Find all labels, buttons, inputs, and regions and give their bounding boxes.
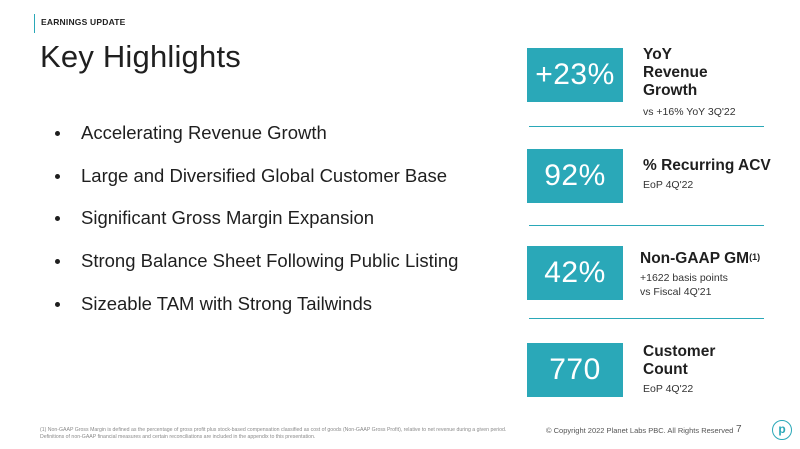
kpi-label-line: % Recurring ACV [643, 157, 771, 174]
bullet-text: Accelerating Revenue Growth [81, 122, 327, 144]
kpi-sub: EoP 4Q'22 [643, 179, 694, 191]
list-item: Strong Balance Sheet Following Public Li… [55, 240, 458, 283]
kpi-value: 92% [527, 149, 623, 203]
kpi-sub: +1622 basis points vs Fiscal 4Q'21 [640, 271, 728, 299]
bullet-dot-icon [55, 131, 60, 137]
kpi-label-line: Non-GAAP GM [640, 250, 750, 267]
list-item: Accelerating Revenue Growth [55, 112, 458, 155]
bullet-text: Strong Balance Sheet Following Public Li… [81, 250, 459, 272]
planet-logo-icon: p [772, 420, 792, 440]
list-item: Significant Gross Margin Expansion [55, 197, 458, 240]
bullet-dot-icon [55, 216, 60, 222]
footnote-marker: (1) [749, 252, 761, 262]
bullet-text: Sizeable TAM with Strong Tailwinds [81, 292, 372, 314]
kpi-value: 42% [527, 246, 623, 300]
bullet-text: Large and Diversified Global Customer Ba… [81, 164, 448, 186]
bullet-text: Significant Gross Margin Expansion [81, 207, 375, 229]
kpi-label: % Recurring ACV [643, 157, 771, 175]
kpi-label: Non-GAAP GM(1) [640, 250, 760, 268]
list-item: Sizeable TAM with Strong Tailwinds [55, 282, 458, 325]
kpi-label-line: Customer [643, 343, 716, 360]
section-label: EARNINGS UPDATE [41, 17, 126, 27]
kpi-label-line: Count [643, 361, 688, 378]
bullet-dot-icon [55, 173, 60, 179]
kpi-divider [529, 225, 764, 226]
copyright: © Copyright 2022 Planet Labs PBC. All Ri… [546, 426, 734, 435]
kpi-label: Customer Count [643, 343, 715, 379]
list-item: Large and Diversified Global Customer Ba… [55, 155, 458, 198]
kpi-divider [529, 126, 764, 127]
slide-title: Key Highlights [40, 39, 241, 74]
highlights-list: Accelerating Revenue Growth Large and Di… [55, 112, 458, 325]
bullet-dot-icon [55, 259, 60, 265]
footnote: (1) Non-GAAP Gross Margin is defined as … [40, 427, 507, 440]
logo-letter: p [778, 422, 786, 436]
kpi-sub-line: +1622 basis points [640, 272, 728, 284]
kpi-label: YoY Revenue Growth [643, 46, 708, 100]
kpi-sub: EoP 4Q'22 [643, 383, 694, 395]
kpi-label-line: Growth [643, 82, 698, 99]
kpi-sub: vs +16% YoY 3Q'22 [643, 106, 736, 118]
kpi-value: +23% [527, 48, 623, 102]
kpi-sub-line: vs Fiscal 4Q'21 [640, 286, 712, 298]
kpi-label-line: YoY [643, 46, 672, 63]
kpi-label-line: Revenue [643, 64, 708, 81]
kpi-value: 770 [527, 343, 623, 397]
bullet-dot-icon [55, 301, 60, 307]
kpi-divider [529, 318, 764, 319]
section-accent-bar [34, 14, 35, 33]
page-number: 7 [736, 424, 742, 435]
